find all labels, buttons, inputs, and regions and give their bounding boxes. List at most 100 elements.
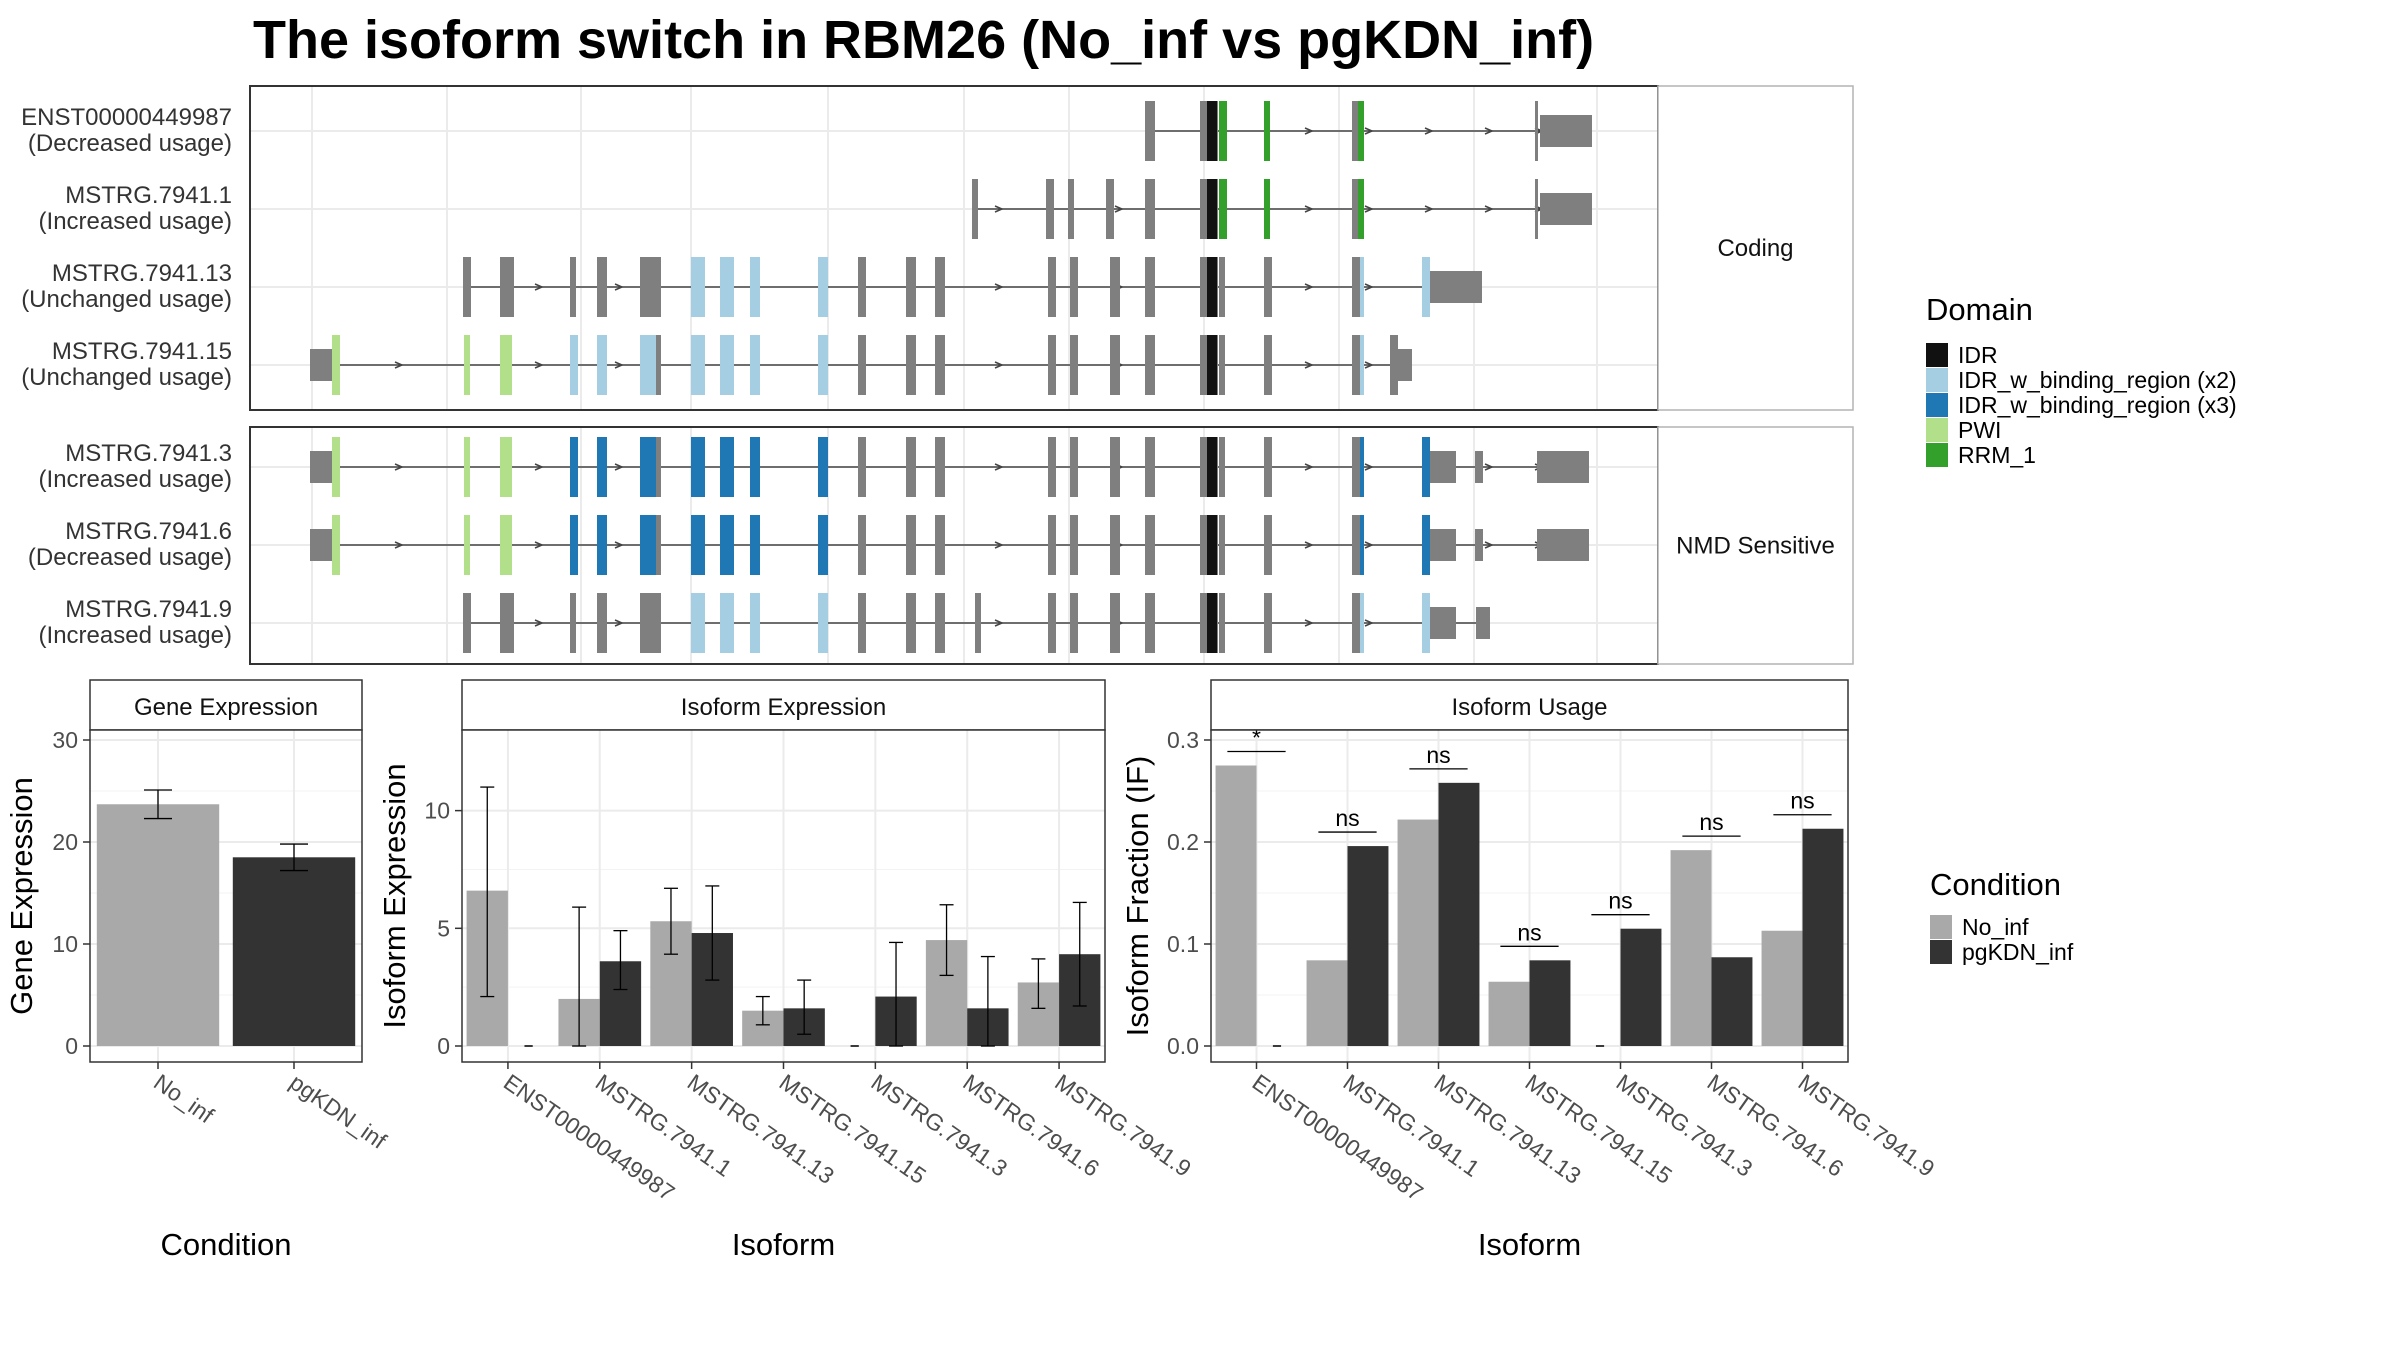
intron-arrow bbox=[1364, 619, 1374, 627]
intron-arrow bbox=[1304, 619, 1314, 627]
exon bbox=[720, 335, 734, 395]
exon bbox=[1110, 593, 1120, 653]
y-tick-label: 0 bbox=[437, 1033, 450, 1059]
y-tick-label: 20 bbox=[52, 829, 78, 855]
y-tick-label: 0.3 bbox=[1167, 727, 1199, 753]
isoform-usage: (Unchanged usage) bbox=[21, 364, 232, 391]
exon bbox=[1264, 515, 1272, 575]
exon bbox=[640, 593, 656, 653]
exon bbox=[570, 593, 576, 653]
exon bbox=[818, 515, 828, 575]
intron-arrow bbox=[1364, 463, 1374, 471]
exon bbox=[1219, 335, 1225, 395]
exon bbox=[720, 593, 734, 653]
exon bbox=[1360, 593, 1364, 653]
exon bbox=[570, 257, 576, 317]
isoform-usage: (Increased usage) bbox=[39, 622, 232, 649]
exon bbox=[1145, 101, 1155, 161]
exon bbox=[640, 335, 656, 395]
exon bbox=[500, 257, 514, 317]
intron-arrow bbox=[614, 541, 624, 549]
exon bbox=[463, 593, 471, 653]
utr-block bbox=[1476, 607, 1490, 639]
exon bbox=[1264, 437, 1272, 497]
exon bbox=[500, 593, 514, 653]
significance-label: ns bbox=[1608, 888, 1632, 914]
exon bbox=[935, 515, 945, 575]
exon bbox=[935, 437, 945, 497]
exon bbox=[656, 335, 661, 395]
intron-arrow bbox=[994, 283, 1004, 291]
bar-chart-panels: Gene Expression 0 10 20 30 No_inf pgKDN_inf Con… bbox=[4, 679, 1939, 1262]
panel-strip-label: Isoform Usage bbox=[1451, 694, 1607, 721]
exon bbox=[656, 593, 661, 653]
significance-label: ns bbox=[1517, 919, 1541, 945]
panel-strip-label: Isoform Expression bbox=[681, 694, 886, 721]
exon bbox=[1070, 335, 1078, 395]
exon bbox=[1358, 179, 1364, 239]
bar-No_inf bbox=[1488, 981, 1530, 1046]
exon bbox=[500, 437, 512, 497]
exon bbox=[1219, 101, 1227, 161]
isoform-group-0: ENST00000449987(Decreased usage) MSTRG.79… bbox=[21, 85, 1854, 411]
y-tick-label: 10 bbox=[424, 798, 450, 824]
y-tick-label: 0.1 bbox=[1167, 931, 1199, 957]
bar-pgKDN_inf bbox=[1529, 960, 1571, 1046]
exon bbox=[1352, 515, 1360, 575]
exon bbox=[1106, 179, 1114, 239]
exon bbox=[858, 593, 866, 653]
group-label: NMD Sensitive bbox=[1676, 533, 1835, 560]
exon bbox=[1219, 515, 1225, 575]
isoform-row: MSTRG.7941.3(Increased usage) bbox=[39, 437, 1589, 497]
isoform-row: MSTRG.7941.15(Unchanged usage) bbox=[21, 335, 1412, 395]
domain-legend-swatch bbox=[1926, 418, 1948, 442]
isoform-usage: (Decreased usage) bbox=[28, 130, 232, 157]
panel-strip bbox=[461, 679, 1106, 731]
isoform-usage: (Unchanged usage) bbox=[21, 286, 232, 313]
exon bbox=[1048, 515, 1056, 575]
exon bbox=[935, 593, 945, 653]
exon bbox=[1145, 179, 1155, 239]
exon bbox=[640, 257, 656, 317]
exon bbox=[1535, 101, 1538, 161]
exon bbox=[1219, 257, 1225, 317]
exon bbox=[332, 437, 340, 497]
exon bbox=[750, 593, 760, 653]
utr-block bbox=[1537, 529, 1589, 561]
exon bbox=[1110, 515, 1120, 575]
exon bbox=[1145, 515, 1155, 575]
intron-arrow bbox=[534, 283, 544, 291]
exon bbox=[463, 257, 471, 317]
bar-pgKDN_inf bbox=[1711, 957, 1753, 1046]
intron-arrow bbox=[614, 619, 624, 627]
intron-arrow bbox=[1304, 283, 1314, 291]
bar-pgKDN_inf bbox=[1802, 828, 1844, 1046]
utr-block bbox=[1475, 451, 1483, 483]
domain-legend-swatch bbox=[1926, 443, 1948, 467]
exon bbox=[1145, 335, 1155, 395]
exon bbox=[1048, 335, 1056, 395]
intron-arrow bbox=[1304, 205, 1314, 213]
exon bbox=[656, 437, 661, 497]
exon bbox=[332, 515, 340, 575]
utr-block bbox=[1430, 271, 1482, 303]
group-strip bbox=[1657, 85, 1854, 411]
intron-arrow bbox=[1304, 127, 1314, 135]
intron-arrow bbox=[994, 361, 1004, 369]
domain-legend-title: Domain bbox=[1926, 292, 2033, 327]
exon bbox=[1535, 179, 1538, 239]
exon bbox=[1070, 593, 1078, 653]
exon bbox=[656, 257, 661, 317]
significance-label: ns bbox=[1335, 805, 1359, 831]
exon bbox=[1219, 437, 1225, 497]
bar-No_inf bbox=[1306, 960, 1348, 1046]
exon bbox=[1110, 335, 1120, 395]
significance-label: * bbox=[1252, 725, 1261, 751]
y-tick-label: 0.0 bbox=[1167, 1033, 1199, 1059]
intron-arrow bbox=[614, 463, 624, 471]
x-axis-title: Condition bbox=[161, 1227, 292, 1262]
exon bbox=[1352, 257, 1360, 317]
intron-arrow bbox=[1364, 541, 1374, 549]
utr-block bbox=[1398, 349, 1412, 381]
